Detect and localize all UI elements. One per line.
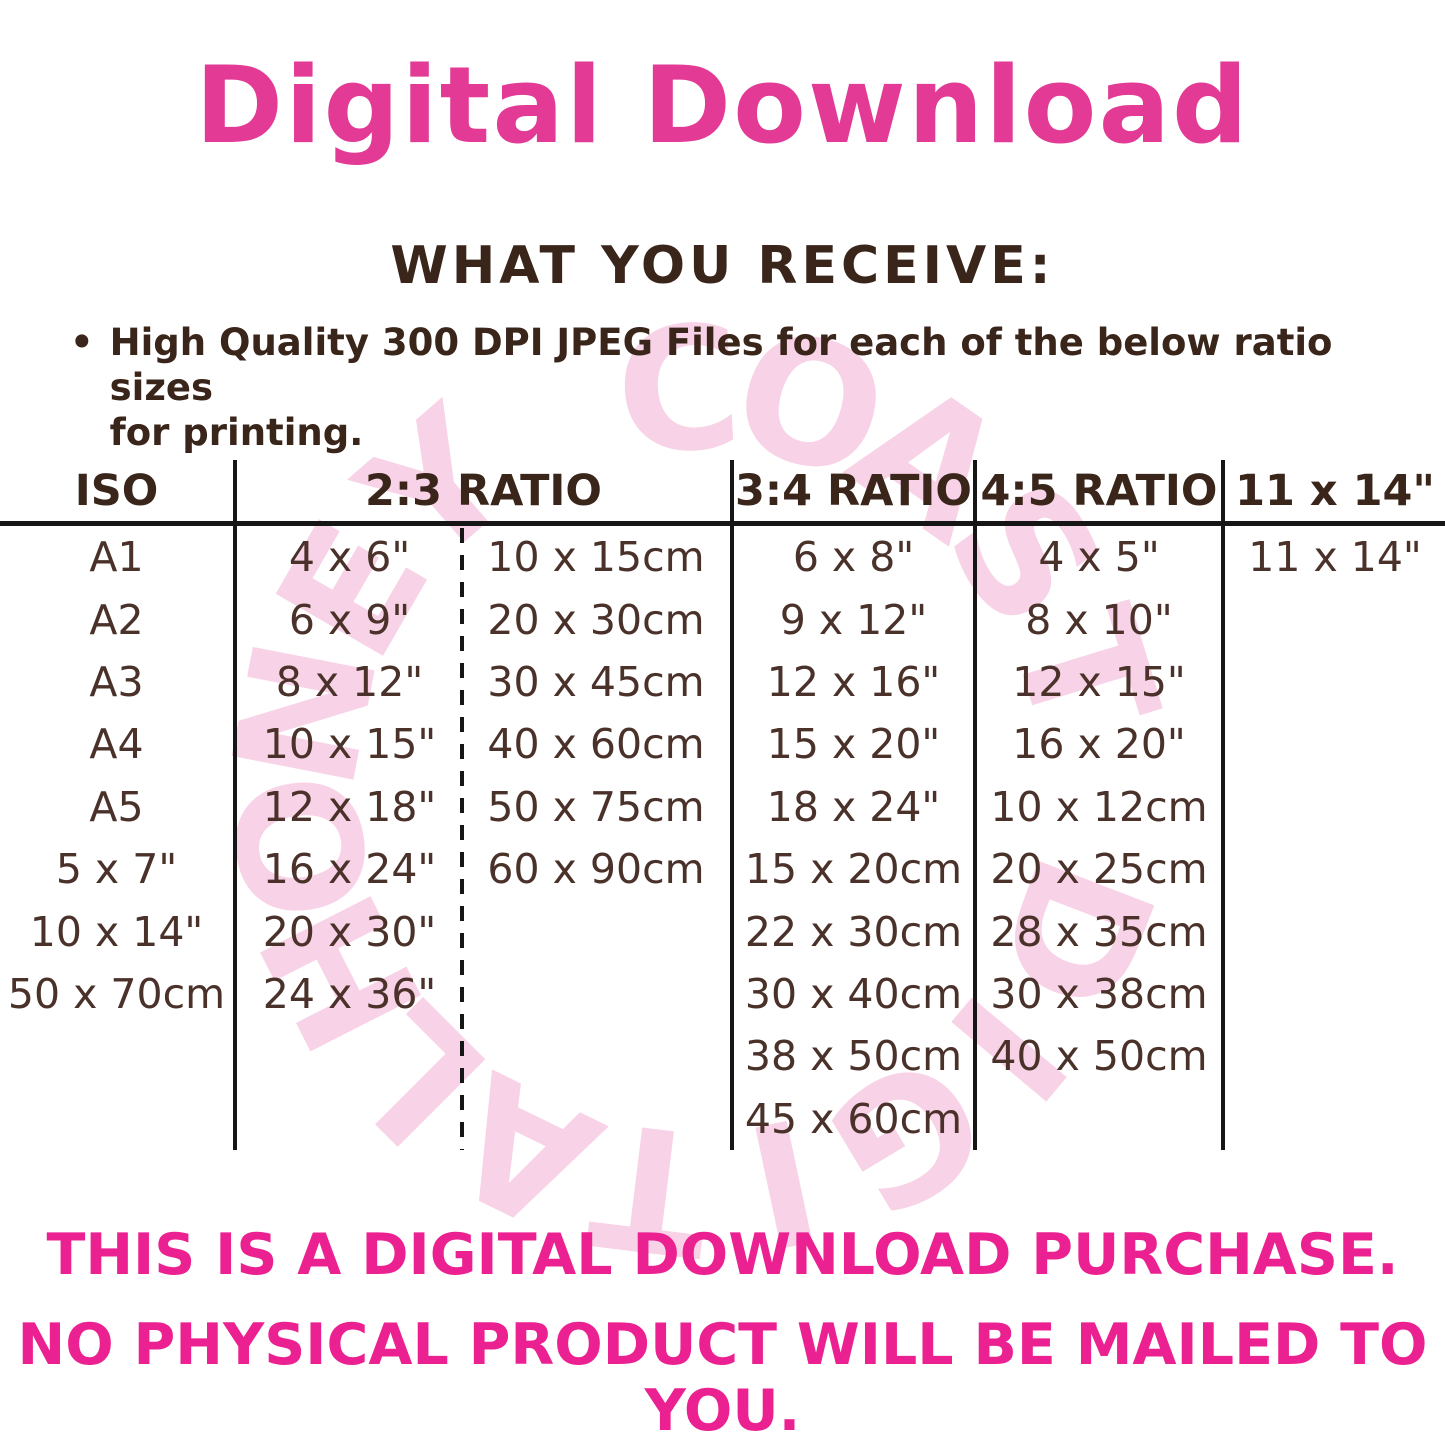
- size-cell: [1225, 776, 1445, 838]
- size-cell: 28 x 35cm: [977, 900, 1225, 963]
- size-cell: 10 x 15": [262, 720, 437, 769]
- size-cell: 30 x 45cm: [462, 650, 734, 714]
- bullet-line-1: High Quality 300 DPI JPEG Files for each…: [109, 321, 1333, 410]
- size-cell: 6 x 8": [734, 526, 977, 589]
- size-cell: 10 x 14": [0, 900, 237, 963]
- size-cell: [462, 900, 734, 963]
- footer-note-digital: THIS IS A DIGITAL DOWNLOAD PURCHASE.: [46, 1222, 1399, 1288]
- size-cell: 38 x 50cm: [734, 1025, 977, 1088]
- size-cell: 50 x 70cm: [0, 962, 237, 1026]
- size-cell: 10 x 12cm: [977, 775, 1225, 838]
- size-cell: [1225, 900, 1445, 962]
- column-header: ISO: [0, 460, 237, 526]
- page-title: Digital Download: [195, 44, 1250, 167]
- size-cell: 15 x 20cm: [734, 837, 977, 901]
- size-cell: 40 x 50cm: [977, 1025, 1225, 1088]
- size-cell: 20 x 30cm: [462, 588, 734, 651]
- size-cell: [0, 1087, 237, 1150]
- size-cell: A4: [0, 713, 237, 776]
- size-cell: 12 x 18": [262, 782, 437, 831]
- column-header: 2:3 RATIO: [237, 460, 734, 526]
- size-cell: [237, 1088, 462, 1150]
- size-cell: 8 x 10": [977, 588, 1225, 651]
- size-cell: A2: [0, 588, 237, 651]
- bullet-item: • High Quality 300 DPI JPEG Files for ea…: [70, 320, 1410, 455]
- bullet-text: High Quality 300 DPI JPEG Files for each…: [110, 320, 1410, 455]
- size-cell: 30 x 40cm: [734, 962, 977, 1026]
- bullet-line-2: for printing.: [109, 411, 364, 455]
- size-cell: [0, 1025, 237, 1088]
- size-cell: 12 x 15": [977, 650, 1225, 714]
- size-cell: 20 x 30": [262, 907, 437, 956]
- size-cell: [1225, 838, 1445, 900]
- size-cell: 18 x 24": [734, 775, 977, 838]
- column-header: 4:5 RATIO: [977, 460, 1225, 526]
- size-cell: [237, 1025, 462, 1087]
- size-cell: 4 x 6": [288, 533, 411, 582]
- size-cell: 9 x 12": [734, 588, 977, 651]
- size-cell: A5: [0, 775, 237, 838]
- size-cell: [1225, 651, 1445, 713]
- section-heading: WHAT YOU RECEIVE:: [390, 236, 1055, 296]
- size-cell: 10 x 15cm: [462, 526, 734, 589]
- size-cell: 20 x 25cm: [977, 837, 1225, 901]
- size-cell: 4 x 5": [977, 526, 1225, 589]
- size-cell: [977, 1087, 1225, 1150]
- size-cell: [462, 1087, 734, 1150]
- size-cell: 6 x 9": [288, 595, 411, 644]
- size-cell: 60 x 90cm: [462, 837, 734, 901]
- size-cell: 45 x 60cm: [734, 1087, 977, 1150]
- size-cell: A1: [0, 526, 237, 589]
- size-cell: [1225, 588, 1445, 650]
- size-cell: [1225, 1025, 1445, 1087]
- size-cell: 24 x 36": [262, 969, 437, 1018]
- dashed-column-divider: [460, 528, 464, 1150]
- size-cell: 11 x 14": [1248, 533, 1422, 582]
- column-header: 3:4 RATIO: [734, 460, 977, 526]
- column-header: 11 x 14": [1225, 460, 1445, 526]
- footer-note-no-physical: NO PHYSICAL PRODUCT WILL BE MAILED TO YO…: [17, 1312, 1428, 1444]
- size-cell: [1225, 1088, 1445, 1150]
- size-cell: 30 x 38cm: [977, 962, 1225, 1026]
- size-cell: 40 x 60cm: [462, 713, 734, 776]
- size-cell: 15 x 20": [734, 713, 977, 776]
- size-cell: [462, 962, 734, 1026]
- size-cell: 5 x 7": [0, 837, 237, 901]
- print-size-table: ISO 2:3 RATIO 3:4 RATIO 4:5 RATIO 11 x 14" A1…: [0, 460, 1445, 1150]
- size-cell: [462, 1025, 734, 1088]
- size-cell: [1225, 963, 1445, 1025]
- size-cell: 12 x 16": [734, 650, 977, 714]
- size-cell: A3: [0, 650, 237, 714]
- size-cell: 16 x 24": [262, 845, 437, 894]
- size-cell: 8 x 12": [275, 657, 424, 706]
- size-cell: 22 x 30cm: [734, 900, 977, 963]
- size-cell: [1225, 713, 1445, 775]
- bullet-marker: •: [70, 321, 94, 364]
- size-cell: 16 x 20": [977, 713, 1225, 776]
- size-cell: 50 x 75cm: [462, 775, 734, 838]
